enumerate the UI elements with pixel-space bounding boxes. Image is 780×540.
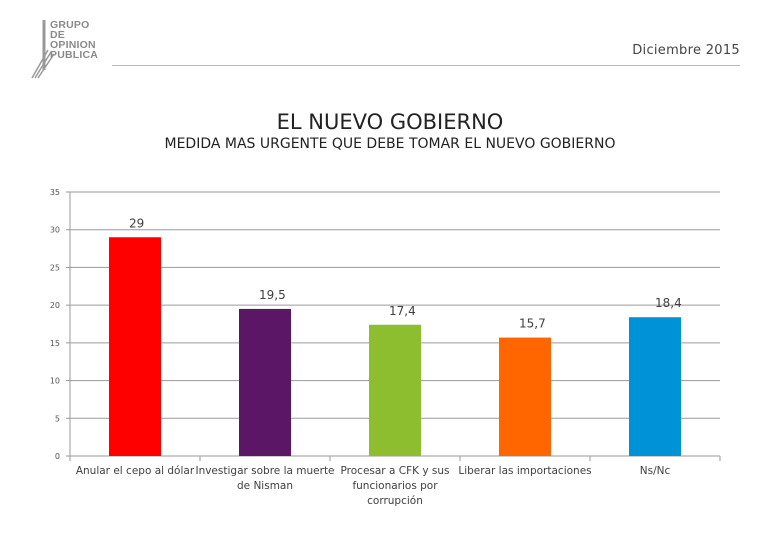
data-label: 15,7 xyxy=(519,317,546,331)
x-category-label-line: Procesar a CFK y sus xyxy=(341,465,450,477)
x-category-label-line: Liberar las importaciones xyxy=(458,465,591,477)
logo-text: GRUPO DE OPINION PUBLICA xyxy=(50,19,99,61)
y-tick-label: 5 xyxy=(55,414,60,423)
data-label: 29 xyxy=(129,216,144,230)
y-tick-label: 30 xyxy=(50,226,60,235)
bar xyxy=(369,324,421,456)
x-category-label-line: Anular el cepo al dólar xyxy=(76,465,195,477)
x-category-label: Anular el cepo al dólar xyxy=(76,465,195,477)
chart-subtitle: MEDIDA MAS URGENTE QUE DEBE TOMAR EL NUE… xyxy=(164,136,616,152)
y-tick-label: 25 xyxy=(50,263,60,272)
x-category-label: Ns/Nc xyxy=(640,465,671,477)
data-label: 18,4 xyxy=(655,296,682,310)
data-label: 17,4 xyxy=(389,304,416,318)
y-tick-label: 35 xyxy=(50,188,60,197)
logo-line: GRUPO xyxy=(50,19,90,31)
y-tick-label: 10 xyxy=(50,377,60,386)
logo-mark xyxy=(31,20,55,79)
header-divider xyxy=(112,65,740,66)
logo-line: DE xyxy=(50,29,65,41)
x-category-label-line: Ns/Nc xyxy=(640,465,671,477)
bar xyxy=(239,308,291,456)
report-date: Diciembre 2015 xyxy=(632,43,740,58)
logo-line: OPINION xyxy=(50,39,96,51)
y-tick-label: 20 xyxy=(50,301,60,310)
chart-title: EL NUEVO GOBIERNO xyxy=(276,110,504,134)
bar xyxy=(109,237,161,456)
data-label: 19,5 xyxy=(259,288,286,302)
x-category-label: Procesar a CFK y sus funcionarios por corr… xyxy=(341,465,450,507)
x-category-label-line: de Nisman xyxy=(237,480,293,492)
bar xyxy=(629,317,681,456)
x-category-label: Liberar las importaciones xyxy=(458,465,591,477)
x-category-label-line: Investigar sobre la muerte xyxy=(195,465,334,477)
x-category-label-line: corrupción xyxy=(367,495,423,507)
x-category-label: Investigar sobre la muerte de Nisman xyxy=(195,465,334,492)
y-tick-label: 15 xyxy=(50,339,60,348)
y-tick-label: 0 xyxy=(55,452,60,461)
bar xyxy=(499,337,551,456)
logo-line: PUBLICA xyxy=(50,49,99,61)
x-category-label-line: funcionarios por xyxy=(352,480,438,492)
